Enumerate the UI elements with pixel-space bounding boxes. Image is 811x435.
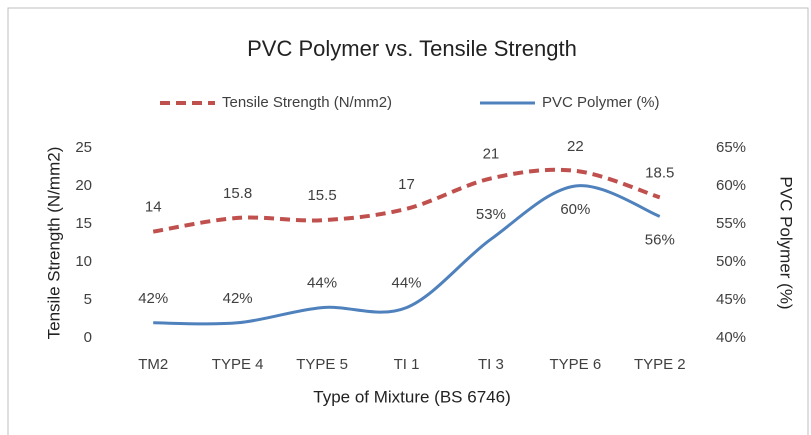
- chart-title: PVC Polymer vs. Tensile Strength: [247, 36, 577, 61]
- series-line: [152, 167, 661, 234]
- series-line: [153, 184, 661, 326]
- data-label: 53%: [476, 206, 506, 223]
- x-axis-title: Type of Mixture (BS 6746): [313, 387, 510, 406]
- x-tick-label: TYPE 6: [550, 356, 602, 373]
- y2-tick-label: 45%: [716, 291, 746, 308]
- y-tick-label: 10: [75, 253, 92, 270]
- legend-label: PVC Polymer (%): [542, 94, 660, 111]
- y2-axis-title: PVC Polymer (%): [777, 176, 796, 309]
- x-tick-label: TM2: [138, 356, 168, 373]
- y2-tick-label: 40%: [716, 329, 746, 346]
- x-tick-label: TYPE 2: [634, 356, 686, 373]
- data-label: 42%: [223, 290, 253, 307]
- x-tick-label: TI 3: [478, 356, 504, 373]
- y-axis-title: Tensile Strength (N/mm2): [44, 147, 63, 340]
- y2-tick-label: 50%: [716, 253, 746, 270]
- y-tick-label: 20: [75, 177, 92, 194]
- data-label: 56%: [645, 231, 675, 248]
- y-tick-label: 0: [84, 329, 92, 346]
- y2-tick-label: 60%: [716, 177, 746, 194]
- x-tick-label: TYPE 5: [296, 356, 348, 373]
- data-label: 15.8: [223, 185, 252, 202]
- data-label: 44%: [307, 275, 337, 292]
- data-label: 14: [145, 199, 162, 216]
- data-label: 18.5: [645, 164, 674, 181]
- y-tick-label: 15: [75, 215, 92, 232]
- legend-label: Tensile Strength (N/mm2): [222, 94, 392, 111]
- y-tick-label: 25: [75, 139, 92, 156]
- data-label: 22: [567, 138, 584, 155]
- data-label: 42%: [138, 290, 168, 307]
- data-label: 15.5: [307, 187, 336, 204]
- data-label: 44%: [391, 275, 421, 292]
- y2-tick-label: 65%: [716, 139, 746, 156]
- data-label: 17: [398, 176, 415, 193]
- y2-tick-label: 55%: [716, 215, 746, 232]
- x-tick-label: TYPE 4: [212, 356, 264, 373]
- data-label: 60%: [560, 201, 590, 218]
- data-label: 21: [483, 145, 500, 162]
- chart-frame: [7, 7, 809, 435]
- x-tick-label: TI 1: [394, 356, 420, 373]
- y-tick-label: 5: [84, 291, 92, 308]
